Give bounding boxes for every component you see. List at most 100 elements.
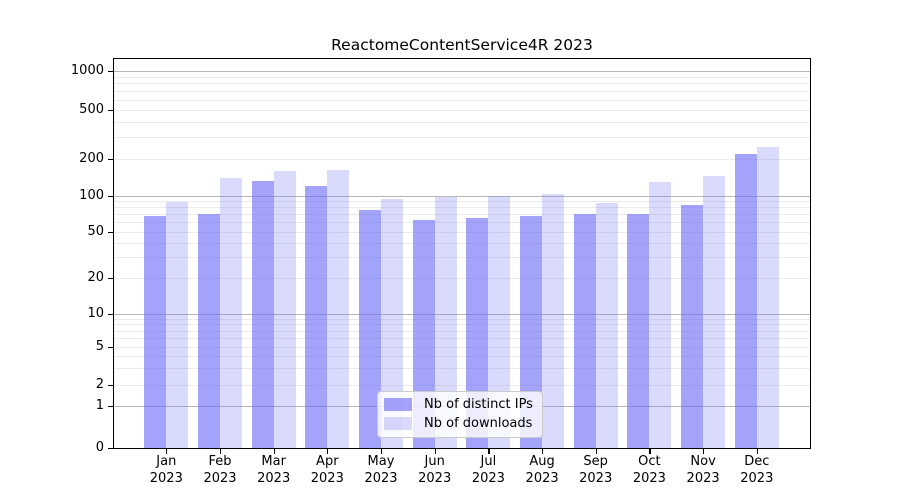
gridline-minor-60: [114, 222, 810, 224]
bar-downloads-jun: [434, 197, 457, 448]
legend-item-distinct-ips: Nb of distinct IPs: [384, 397, 533, 412]
x-tick-mark-jan: [166, 449, 168, 454]
x-tick-mark-oct: [649, 449, 651, 454]
gridline-minor-70: [114, 214, 810, 216]
bar-distinct-ips-feb: [198, 214, 220, 448]
y-tick-mark-1000: [108, 70, 113, 72]
gridline-minor-3: [114, 367, 810, 369]
gridline-minor-9: [114, 318, 810, 320]
bar-distinct-ips-aug: [520, 216, 543, 448]
x-tick-mark-sep: [595, 449, 597, 454]
bar-downloads-feb: [220, 177, 242, 448]
x-tick-mark-mar: [273, 449, 275, 454]
y-tick-mark-20: [108, 278, 113, 280]
bar-downloads-jul: [488, 195, 511, 448]
gridline-minor-600: [114, 99, 810, 101]
x-tick-label-dec: Dec 2023: [740, 454, 774, 486]
gridline-minor-30: [114, 257, 810, 259]
x-tick-label-apr: Apr 2023: [310, 454, 344, 486]
bar-distinct-ips-jul: [466, 218, 489, 448]
gridline-minor-20: [114, 278, 810, 279]
x-tick-mark-may: [381, 449, 383, 454]
bar-distinct-ips-dec: [734, 153, 757, 448]
gridline-minor-200: [114, 159, 810, 160]
y-tick-label-2: 2: [95, 376, 104, 392]
gridline-minor-6: [114, 337, 810, 339]
y-tick-label-0: 0: [95, 440, 104, 455]
gridline-minor-90: [114, 201, 810, 203]
x-tick-label-jun: Jun 2023: [418, 454, 452, 486]
bar-downloads-may: [381, 199, 403, 448]
gridline-minor-300: [114, 137, 810, 139]
gridline-minor-5: [114, 346, 810, 348]
bar-distinct-ips-mar: [251, 181, 274, 448]
bar-downloads-dec: [756, 147, 779, 448]
legend-label-distinct-ips: Nb of distinct IPs: [424, 397, 533, 412]
gridline-minor-800: [114, 83, 810, 85]
gridline-major-1000: [114, 70, 810, 72]
gridline-minor-2: [114, 384, 810, 386]
y-tick-mark-10: [108, 313, 113, 315]
gridline-minor-4: [114, 355, 810, 357]
bar-downloads-jan: [166, 201, 189, 448]
bar-distinct-ips-may: [359, 209, 381, 448]
gridline-minor-7: [114, 330, 810, 332]
x-tick-label-nov: Nov 2023: [686, 454, 720, 486]
legend: Nb of distinct IPs Nb of downloads: [377, 391, 543, 438]
legend-label-downloads: Nb of downloads: [424, 416, 533, 431]
x-tick-label-feb: Feb 2023: [203, 454, 237, 486]
legend-item-downloads: Nb of downloads: [384, 416, 533, 431]
legend-swatch-distinct-ips: [384, 398, 412, 411]
bar-distinct-ips-apr: [305, 185, 328, 448]
x-tick-mark-nov: [703, 449, 705, 454]
y-tick-mark-100: [108, 195, 113, 197]
bar-downloads-nov: [703, 175, 726, 448]
x-tick-label-jan: Jan 2023: [149, 454, 183, 486]
y-tick-label-1: 1: [95, 398, 104, 413]
bar-distinct-ips-jun: [412, 219, 435, 448]
x-tick-label-oct: Oct 2023: [632, 454, 666, 486]
bar-distinct-ips-oct: [627, 214, 650, 448]
y-tick-label-100: 100: [79, 187, 104, 203]
bar-distinct-ips-sep: [573, 214, 596, 448]
y-tick-mark-5: [108, 346, 113, 348]
y-tick-mark-2: [108, 384, 113, 386]
chart-title: ReactomeContentService4R 2023: [331, 36, 593, 54]
gridline-minor-700: [114, 90, 810, 92]
gridline-minor-900: [114, 76, 810, 78]
bar-distinct-ips-nov: [681, 205, 704, 448]
gridline-minor-400: [114, 121, 810, 123]
bar-downloads-oct: [649, 181, 672, 448]
legend-swatch-downloads: [384, 417, 412, 430]
x-tick-mark-feb: [220, 449, 222, 454]
gridline-minor-500: [114, 110, 810, 111]
bar-distinct-ips-jan: [144, 216, 167, 448]
x-tick-label-may: May 2023: [364, 454, 398, 486]
bar-downloads-sep: [595, 203, 618, 448]
x-tick-mark-jun: [434, 449, 436, 454]
gridline-major-100: [114, 195, 810, 197]
y-tick-mark-0: [108, 448, 113, 450]
x-tick-mark-dec: [756, 449, 758, 454]
y-tick-label-50: 50: [87, 223, 104, 239]
gridline-minor-50: [114, 231, 810, 233]
y-tick-label-1000: 1000: [70, 62, 104, 78]
y-tick-label-500: 500: [79, 102, 104, 117]
y-tick-mark-500: [108, 110, 113, 112]
y-tick-mark-50: [108, 231, 113, 233]
y-tick-label-10: 10: [87, 305, 104, 321]
gridline-minor-80: [114, 207, 810, 209]
x-tick-mark-apr: [327, 449, 329, 454]
x-tick-label-jul: Jul 2023: [471, 454, 505, 486]
bar-downloads-aug: [542, 194, 565, 448]
y-tick-mark-1: [108, 406, 113, 408]
x-tick-label-mar: Mar 2023: [257, 454, 291, 486]
y-tick-label-20: 20: [87, 270, 104, 285]
y-tick-mark-200: [108, 159, 113, 161]
bar-downloads-mar: [273, 170, 296, 448]
gridline-major-10: [114, 313, 810, 315]
bar-downloads-apr: [327, 170, 350, 448]
x-tick-mark-jul: [488, 449, 490, 454]
gridline-minor-8: [114, 324, 810, 326]
